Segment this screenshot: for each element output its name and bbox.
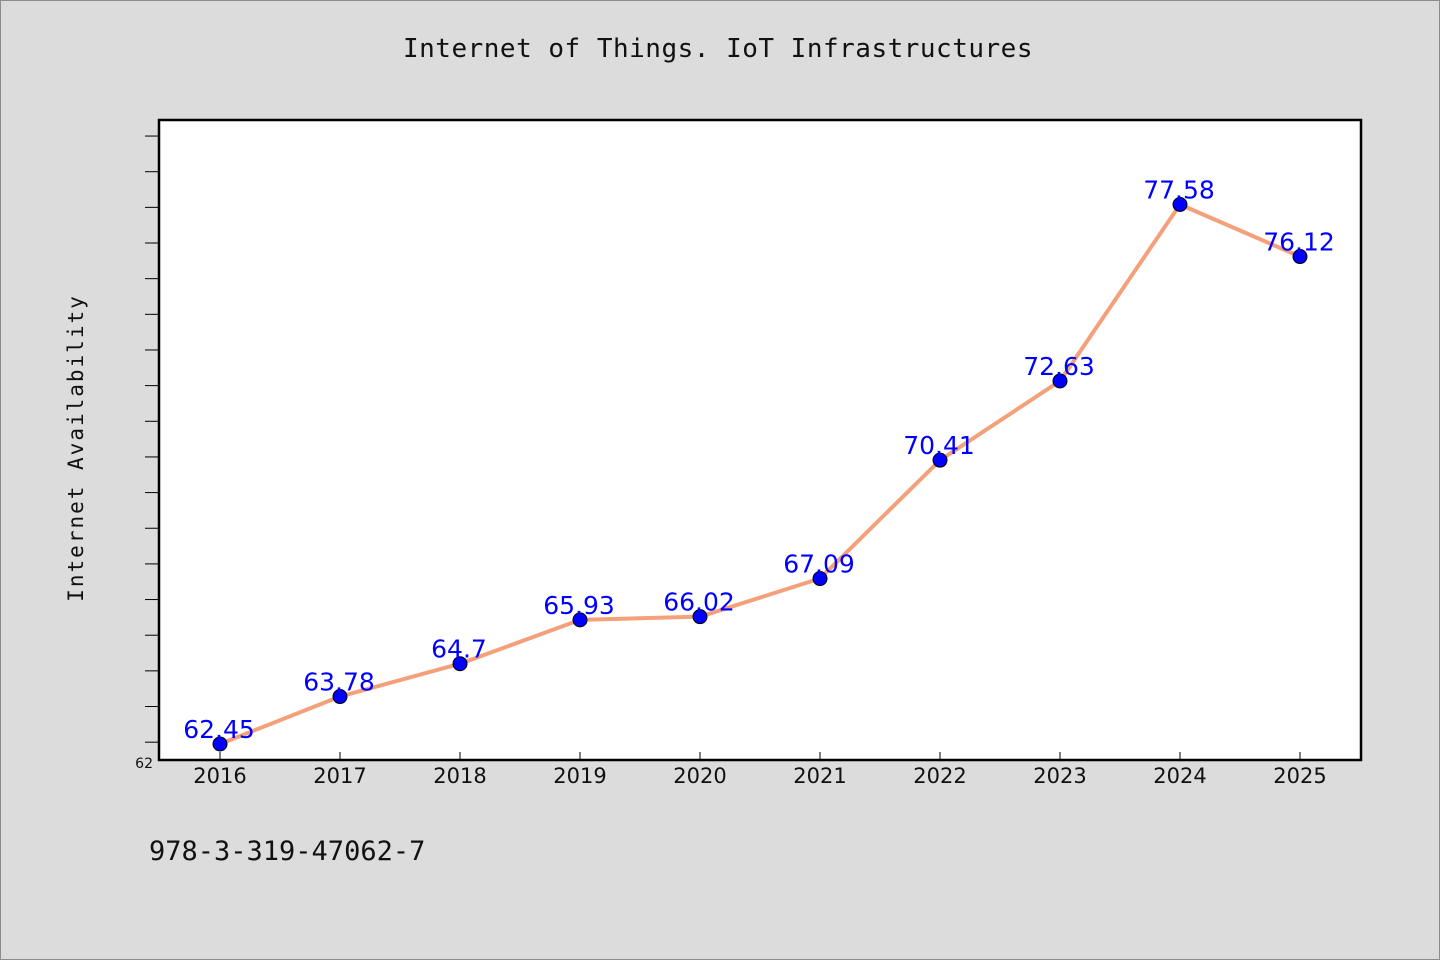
data-point [452, 656, 468, 672]
data-point [812, 571, 828, 587]
x-tick-label: 2019 [553, 764, 606, 788]
chart-title: Internet of Things. IoT Infrastructures [403, 34, 1033, 64]
data-label: 62.45 [183, 715, 255, 744]
x-tick-label: 2020 [673, 764, 726, 788]
data-label: 63.78 [303, 668, 375, 697]
x-tick-label: 2017 [313, 764, 366, 788]
data-label: 67.09 [783, 550, 855, 579]
x-tick-label: 2016 [193, 764, 246, 788]
x-tick-label: 2018 [433, 764, 486, 788]
series-line [218, 202, 1302, 746]
x-tick-label: 2023 [1033, 764, 1086, 788]
data-point [1052, 373, 1068, 389]
data-label: 77.58 [1143, 176, 1215, 205]
data-label: 72.63 [1023, 352, 1095, 381]
data-point [692, 609, 708, 625]
data-label: 76.12 [1263, 228, 1335, 257]
data-point [1292, 249, 1308, 265]
y-tick-label: 62 [135, 756, 153, 772]
data-point [1172, 197, 1188, 213]
data-label: 66.02 [663, 588, 735, 617]
isbn-text: 978-3-319-47062-7 [149, 836, 426, 867]
x-tick-label: 2022 [913, 764, 966, 788]
plot-area [157, 118, 1363, 762]
x-tick-label: 2025 [1273, 764, 1326, 788]
data-label: 65.93 [543, 591, 615, 620]
data-point [572, 612, 588, 628]
x-tick-label: 2024 [1153, 764, 1206, 788]
data-label: 70.41 [903, 431, 975, 460]
x-tick-label: 2021 [793, 764, 846, 788]
data-point [212, 736, 228, 752]
data-point [932, 452, 948, 468]
data-label: 64.7 [431, 635, 487, 664]
data-point [332, 689, 348, 705]
